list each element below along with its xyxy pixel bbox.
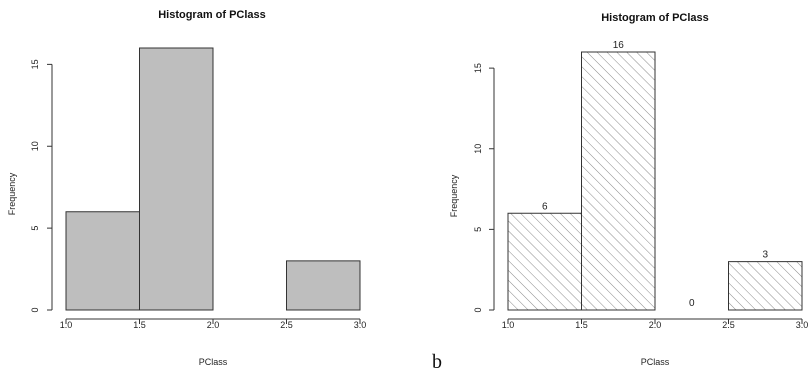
bar-value-label: 6 [542,201,548,212]
y-axis-label: Frequency [449,174,459,217]
x-tick-label: 3.0 [796,320,809,330]
histogram-bar [65,211,140,311]
x-tick-label: 3.0 [354,320,367,330]
x-tick-label: 1.0 [60,320,73,330]
y-tick-label: 0 [30,307,40,312]
bar-value-label: 16 [613,40,625,51]
x-tick-label: 2.5 [280,320,293,330]
histogram-bar [507,212,582,311]
y-axis-label: Frequency [7,172,17,215]
histogram-bar [728,261,803,311]
x-tick-label: 2.0 [207,320,220,330]
histogram-bar [581,51,656,311]
x-axis-label: PClass [641,357,670,367]
x-tick-label: 1.5 [575,320,588,330]
chart-title: Histogram of PClass [158,9,266,21]
y-tick-label: 5 [473,227,483,232]
histogram-panel-a: Histogram of PClass 1.0 1.5 2.0 2.5 3.0 0 5 10 15… [7,9,366,367]
panel-letter: b [432,351,442,373]
x-tick-label: 2.0 [649,320,662,330]
histogram-bar [139,47,214,311]
x-tick-label: 1.5 [133,320,146,330]
y-tick-label: 10 [30,141,40,151]
x-axis-label: PClass [199,357,228,367]
y-tick-label: 15 [473,63,483,73]
chart-title: Histogram of PClass [601,12,709,24]
x-tick-label: 1.0 [502,320,515,330]
bar-value-label: 0 [689,298,695,309]
histogram-bar [286,260,361,311]
bar-value-label: 3 [762,250,768,261]
y-tick-label: 0 [473,307,483,312]
y-tick-label: 10 [473,144,483,154]
histogram-panel-b: Histogram of PClass 6 16 0 3 1.0 1.5 2.0 2.5 3.0 0… [432,12,808,373]
y-tick-label: 5 [30,226,40,231]
y-tick-label: 15 [30,59,40,69]
x-tick-label: 2.5 [722,320,735,330]
